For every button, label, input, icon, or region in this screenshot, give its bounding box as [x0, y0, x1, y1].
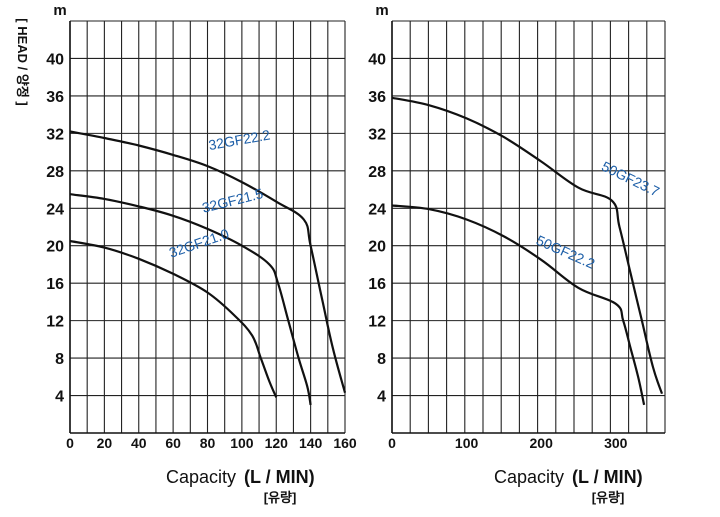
y-unit-label: m [53, 2, 66, 19]
y-tick-label: 16 [46, 276, 64, 293]
series-line-50GF23.7 [391, 96, 664, 395]
x-tick-label: 140 [299, 435, 323, 451]
x-tick-label: 160 [333, 435, 357, 451]
x-axis-label: Capacity [494, 467, 564, 487]
x-tick-label: 120 [265, 435, 289, 451]
series-label-50GF22.2: 50GF22.2 [534, 232, 598, 272]
x-tick-label: 0 [66, 435, 74, 451]
y-tick-label: 20 [46, 239, 64, 256]
x-tick-label: 300 [604, 435, 628, 451]
x-tick-label: 40 [131, 435, 147, 451]
series-line-32GF21.0 [69, 239, 278, 398]
y-axis-label: [ HEAD / 양정 ] [15, 18, 30, 105]
y-tick-label: 12 [46, 314, 64, 331]
series-line-32GF22.2 [69, 130, 347, 393]
y-tick-label: 32 [368, 126, 386, 143]
x-tick-label: 80 [200, 435, 216, 451]
y-tick-label: 40 [368, 51, 386, 68]
x-axis-sublabel: [유량] [592, 490, 625, 505]
y-tick-label: 12 [368, 314, 386, 331]
x-tick-label: 60 [165, 435, 181, 451]
y-tick-label: 20 [368, 239, 386, 256]
x-tick-label: 100 [455, 435, 479, 451]
x-tick-label: 20 [97, 435, 113, 451]
y-unit-label: m [375, 2, 388, 19]
chart-panel-2: m 4 8 12 16 20 24 28 32 36 40 0 100 200 300 Capacity (L … [368, 2, 666, 505]
x-axis-unit: (L / MIN) [244, 467, 315, 487]
y-tick-label: 32 [46, 126, 64, 143]
series-label-32GF22.2: 32GF22.2 [207, 126, 271, 153]
series-label-32GF21.5: 32GF21.5 [200, 185, 264, 216]
y-tick-label: 36 [46, 89, 64, 106]
x-axis-label: Capacity [166, 467, 236, 487]
x-axis-unit: (L / MIN) [572, 467, 643, 487]
x-tick-label: 0 [388, 435, 396, 451]
y-tick-label: 8 [55, 351, 64, 368]
series-label-50GF23.7: 50GF23.7 [599, 158, 662, 200]
series-line-50GF22.2 [391, 204, 646, 406]
y-tick-label: 36 [368, 89, 386, 106]
y-tick-label: 8 [377, 351, 386, 368]
chart-panel-1: m 4 8 12 16 20 24 28 32 36 40 0 20 40 60 80 100 120 140 160… [46, 2, 357, 505]
x-axis-sublabel: [유량] [264, 490, 297, 505]
series-label-32GF21.0: 32GF21.0 [167, 225, 231, 260]
x-tick-label: 200 [530, 435, 554, 451]
x-tick-label: 100 [230, 435, 254, 451]
y-tick-label: 28 [46, 164, 64, 181]
series-line-32GF21.5 [69, 193, 312, 406]
y-tick-label: 24 [46, 201, 64, 218]
y-tick-label: 4 [377, 389, 386, 406]
y-tick-label: 28 [368, 164, 386, 181]
y-tick-label: 4 [55, 389, 64, 406]
y-tick-label: 24 [368, 201, 386, 218]
y-tick-label: 16 [368, 276, 386, 293]
y-tick-label: 40 [46, 51, 64, 68]
